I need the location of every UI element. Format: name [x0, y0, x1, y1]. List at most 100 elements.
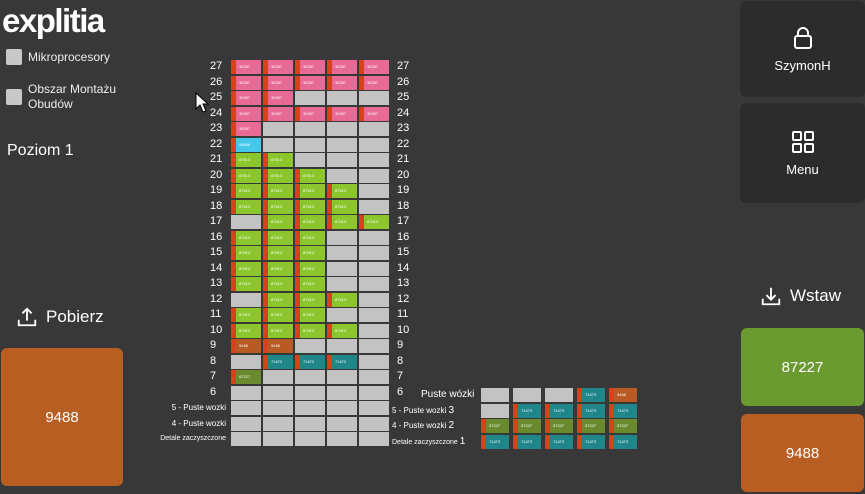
rack-slot-empty[interactable]: [327, 308, 357, 322]
rack-slot-empty[interactable]: [327, 168, 357, 183]
rack-slot[interactable]: 9488: [231, 339, 261, 353]
rack-slot[interactable]: 87613: [295, 323, 325, 338]
rack-slot-empty[interactable]: [263, 122, 293, 136]
cart-slot[interactable]: 71473: [577, 434, 605, 449]
rack-slot[interactable]: 87613: [295, 261, 325, 276]
cart-slot[interactable]: 71473: [513, 403, 541, 418]
rack-slot-empty[interactable]: [231, 401, 261, 415]
rack-slot-empty[interactable]: [359, 323, 389, 338]
rack-slot[interactable]: 87613: [263, 153, 293, 167]
rack-slot[interactable]: 35387: [263, 75, 293, 90]
cart-slot[interactable]: 87227: [513, 419, 541, 433]
rack-slot[interactable]: 87613: [295, 230, 325, 245]
rack-slot[interactable]: 35387: [231, 60, 261, 74]
cart-slot[interactable]: [481, 403, 509, 418]
cart-slot[interactable]: 71473: [577, 403, 605, 418]
rack-slot-empty[interactable]: [327, 277, 357, 291]
rack-slot[interactable]: 87613: [263, 199, 293, 214]
cart-slot[interactable]: 87227: [609, 419, 637, 433]
rack-slot-empty[interactable]: [327, 401, 357, 415]
checkbox[interactable]: [6, 89, 22, 105]
cart-slot[interactable]: 71473: [545, 434, 573, 449]
rack-slot-empty[interactable]: [327, 230, 357, 245]
filter-mikroprocesory[interactable]: Mikroprocesory: [6, 49, 110, 65]
rack-slot-empty[interactable]: [295, 137, 325, 152]
rack-slot[interactable]: 35387: [295, 106, 325, 121]
rack-slot[interactable]: 87613: [359, 215, 389, 229]
cart-slot[interactable]: 9488: [609, 388, 637, 402]
rack-slot-empty[interactable]: [359, 432, 389, 446]
rack-slot[interactable]: 87613: [263, 168, 293, 183]
rack-slot[interactable]: 35387: [359, 106, 389, 121]
rack-slot[interactable]: 35387: [231, 106, 261, 121]
rack-slot[interactable]: 9488: [263, 339, 293, 353]
rack-slot-empty[interactable]: [359, 91, 389, 105]
rack-slot-empty[interactable]: [327, 137, 357, 152]
rack-slot[interactable]: 35387: [231, 75, 261, 90]
rack-slot[interactable]: 87613: [327, 199, 357, 214]
rack-slot-empty[interactable]: [263, 416, 293, 431]
rack-slot-empty[interactable]: [327, 432, 357, 446]
rack-slot-empty[interactable]: [295, 416, 325, 431]
rack-slot-empty[interactable]: [327, 416, 357, 431]
rack-slot-empty[interactable]: [327, 339, 357, 353]
rack-slot[interactable]: 35387: [327, 60, 357, 74]
rack-slot-empty[interactable]: [263, 385, 293, 400]
left-item-tile[interactable]: 9488: [1, 348, 123, 486]
rack-slot-empty[interactable]: [295, 122, 325, 136]
rack-slot-empty[interactable]: [359, 401, 389, 415]
rack-slot-empty[interactable]: [359, 246, 389, 260]
rack-slot-empty[interactable]: [327, 91, 357, 105]
right-item-tile[interactable]: 87227: [741, 328, 864, 406]
rack-slot[interactable]: 87613: [327, 184, 357, 198]
rack-slot-empty[interactable]: [359, 168, 389, 183]
rack-slot-empty[interactable]: [359, 416, 389, 431]
rack-slot-empty[interactable]: [359, 230, 389, 245]
rack-slot-empty[interactable]: [263, 401, 293, 415]
rack-slot-empty[interactable]: [359, 184, 389, 198]
rack-slot[interactable]: 87613: [295, 292, 325, 307]
rack-slot[interactable]: 71473: [295, 354, 325, 369]
download-button[interactable]: Wstaw: [760, 285, 841, 307]
rack-slot-empty[interactable]: [359, 261, 389, 276]
cart-slot[interactable]: 87227: [577, 419, 605, 433]
rack-slot-empty[interactable]: [359, 339, 389, 353]
rack-slot-empty[interactable]: [359, 308, 389, 322]
rack-slot-empty[interactable]: [359, 354, 389, 369]
right-item-tile[interactable]: 9488: [741, 414, 864, 492]
rack-slot[interactable]: 87613: [263, 323, 293, 338]
rack-slot[interactable]: 98506: [231, 137, 261, 152]
rack-slot-empty[interactable]: [263, 137, 293, 152]
rack-slot-empty[interactable]: [359, 385, 389, 400]
rack-slot-empty[interactable]: [327, 370, 357, 384]
cart-slot[interactable]: 87227: [545, 419, 573, 433]
rack-slot[interactable]: 87613: [263, 277, 293, 291]
cart-slot[interactable]: [481, 388, 509, 402]
rack-slot-empty[interactable]: [295, 432, 325, 446]
rack-slot-empty[interactable]: [295, 385, 325, 400]
user-button[interactable]: SzymonH: [740, 1, 865, 97]
rack-slot[interactable]: 35387: [263, 91, 293, 105]
rack-slot[interactable]: 87613: [231, 168, 261, 183]
rack-slot-empty[interactable]: [327, 153, 357, 167]
rack-slot-empty[interactable]: [231, 354, 261, 369]
rack-slot[interactable]: 35387: [359, 75, 389, 90]
rack-slot[interactable]: 71473: [263, 354, 293, 369]
cart-slot[interactable]: 71473: [513, 434, 541, 449]
rack-slot[interactable]: 87613: [295, 199, 325, 214]
rack-slot[interactable]: 87613: [295, 308, 325, 322]
cart-slot[interactable]: [545, 388, 573, 402]
rack-slot[interactable]: 35387: [359, 60, 389, 74]
rack-slot-empty[interactable]: [231, 432, 261, 446]
menu-button[interactable]: Menu: [740, 103, 865, 203]
rack-slot-empty[interactable]: [359, 277, 389, 291]
rack-slot-empty[interactable]: [327, 385, 357, 400]
rack-slot[interactable]: 87613: [263, 308, 293, 322]
rack-slot-empty[interactable]: [359, 199, 389, 214]
rack-slot-empty[interactable]: [231, 292, 261, 307]
rack-slot-empty[interactable]: [231, 416, 261, 431]
rack-slot-empty[interactable]: [327, 122, 357, 136]
rack-slot[interactable]: 87613: [231, 308, 261, 322]
rack-slot[interactable]: 35387: [327, 75, 357, 90]
rack-slot[interactable]: 87613: [231, 261, 261, 276]
